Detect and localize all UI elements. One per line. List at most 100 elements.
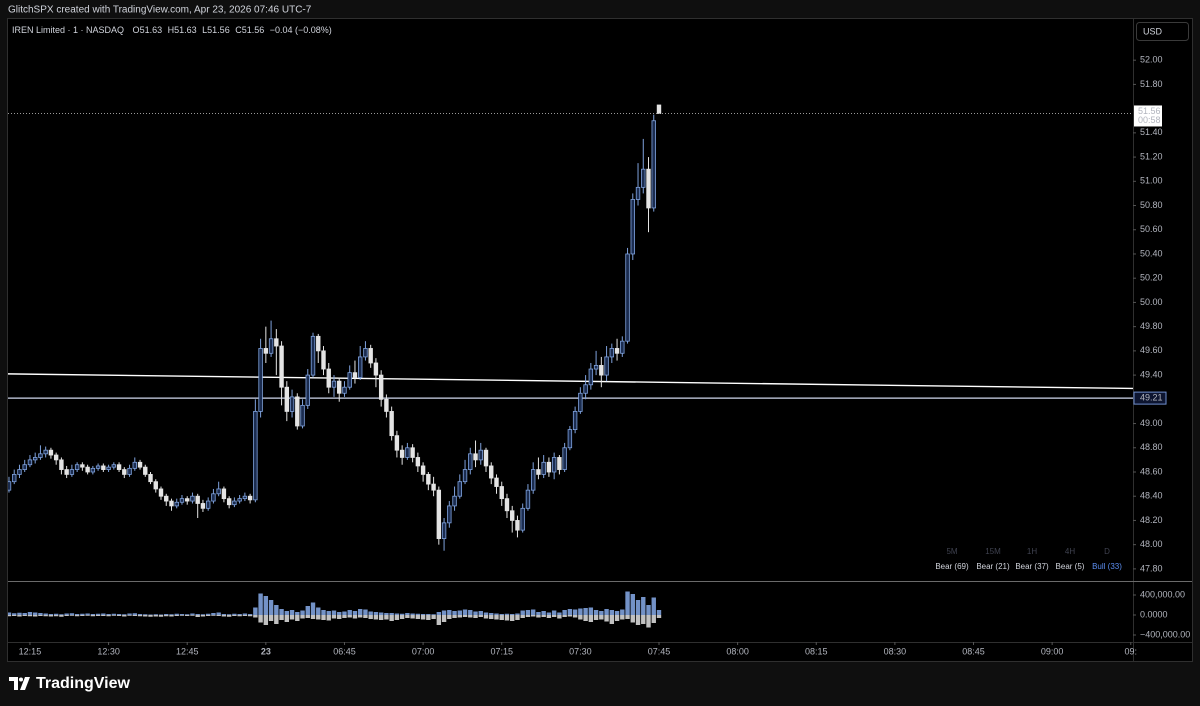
- volume-bar: [158, 614, 164, 615]
- volume-bar: [536, 615, 541, 618]
- volume-bar: [12, 615, 17, 616]
- x-tick-label: 07:45: [648, 646, 671, 656]
- volume-bar: [200, 614, 206, 615]
- volume-bar: [148, 615, 153, 617]
- candle-body: [431, 483, 436, 491]
- candle-body: [494, 477, 499, 487]
- candle-body: [510, 510, 515, 521]
- volume-bar: [111, 615, 117, 616]
- volume-bar: [216, 615, 221, 616]
- volume-bar: [373, 612, 379, 615]
- candle-body: [80, 464, 85, 468]
- candle-body: [59, 459, 64, 470]
- volume-bar: [593, 615, 599, 620]
- volume-bar: [583, 608, 588, 615]
- volume-bar: [316, 615, 321, 620]
- volume-bar: [284, 615, 290, 622]
- volume-bar: [656, 610, 662, 615]
- volume-bar: [69, 615, 75, 616]
- candle-body: [164, 495, 169, 502]
- volume-bar: [205, 613, 211, 615]
- attribution: GlitchSPX created with TradingView.com, …: [8, 5, 312, 16]
- candle-body: [43, 449, 48, 455]
- candle-body: [137, 461, 143, 468]
- volume-bar: [59, 615, 64, 617]
- volume-bar: [74, 615, 80, 617]
- volume-bar: [122, 615, 127, 617]
- volume-bar: [510, 615, 515, 621]
- volume-bar: [326, 615, 331, 621]
- x-tick-label: 07:15: [490, 646, 513, 656]
- volume-tick-label: 0.0000: [1140, 609, 1168, 619]
- candle-body: [546, 461, 552, 473]
- x-tick-label: 06:45: [333, 646, 356, 656]
- volume-bar: [284, 611, 290, 615]
- volume-bar: [190, 613, 195, 615]
- volume-bar: [567, 609, 573, 615]
- volume-bar: [541, 611, 546, 615]
- volume-bar: [116, 614, 122, 615]
- candle-body: [368, 348, 373, 364]
- volume-bar: [69, 613, 75, 615]
- candle-body: [326, 368, 331, 388]
- volume-bar: [347, 610, 352, 615]
- volume-bar: [378, 612, 384, 615]
- volume-bar: [578, 608, 583, 615]
- candle-body: [90, 467, 96, 473]
- candle-body: [452, 495, 457, 507]
- candle-body: [562, 447, 567, 470]
- x-tick-label: 08:00: [726, 646, 749, 656]
- volume-bar: [504, 613, 510, 615]
- candle-body: [48, 449, 54, 456]
- candle-body: [232, 500, 237, 506]
- x-tick-label: 08:45: [962, 646, 985, 656]
- volume-bar: [431, 615, 436, 619]
- volume-bar: [357, 609, 363, 615]
- volume-bar: [321, 615, 326, 620]
- axes: 52.00 51.80 51.40 51.20 51.00 50.80 50.60 50.40…: [19, 55, 1191, 657]
- candle-body: [263, 348, 269, 354]
- candle-body: [641, 168, 646, 188]
- volume-bar: [499, 614, 504, 615]
- table-header: 15M: [985, 547, 1001, 556]
- volume-bar: [452, 611, 457, 615]
- volume-bar: [583, 615, 588, 621]
- volume-bar: [305, 615, 310, 618]
- volume-bar: [499, 615, 504, 620]
- candle-body: [625, 253, 630, 342]
- volume-bar: [420, 614, 426, 615]
- candle-body: [473, 453, 478, 461]
- table-header: 4H: [1065, 547, 1075, 556]
- currency-box[interactable]: [1136, 22, 1189, 41]
- volume-bar: [22, 615, 27, 616]
- volume-bar: [604, 609, 609, 615]
- volume-bar: [337, 612, 342, 615]
- volume-bar: [279, 609, 284, 615]
- volume-bar: [17, 615, 22, 617]
- candle-body: [95, 465, 101, 469]
- y-tick-label: 48.40: [1140, 491, 1163, 501]
- volume-bar: [368, 611, 373, 615]
- candle-body: [520, 507, 525, 531]
- y-tick-label: 49.00: [1140, 418, 1163, 428]
- volume-bar: [562, 610, 567, 615]
- volume-bar: [520, 610, 525, 615]
- volume-bar: [211, 615, 216, 616]
- volume-bar: [399, 615, 405, 619]
- y-tick-label: 49.40: [1140, 369, 1163, 379]
- candle-body: [352, 372, 358, 378]
- volume-bar: [410, 613, 415, 615]
- volume-bar: [541, 615, 546, 617]
- x-tick-label: 12:45: [176, 646, 199, 656]
- volume-bar: [258, 615, 263, 623]
- candle-body: [111, 464, 117, 468]
- volume-bar: [593, 610, 599, 615]
- volume-bar: [274, 605, 279, 615]
- candle-body: [342, 386, 347, 394]
- volume-bar: [384, 615, 389, 620]
- table-cell: Bear (21): [976, 562, 1010, 571]
- candle-body: [489, 465, 494, 479]
- volume-bar: [253, 607, 258, 615]
- x-tick-label: 07:00: [412, 646, 435, 656]
- volume-bar: [625, 615, 630, 619]
